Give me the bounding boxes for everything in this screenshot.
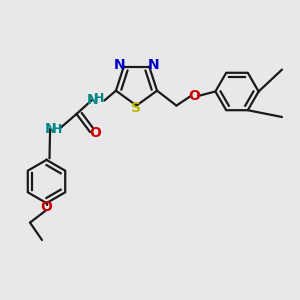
Text: N: N	[148, 58, 160, 72]
Text: H: H	[52, 122, 62, 136]
Text: O: O	[89, 127, 101, 140]
Text: N: N	[113, 58, 125, 72]
Text: O: O	[188, 89, 200, 103]
Text: O: O	[40, 200, 52, 214]
Text: N: N	[87, 93, 98, 106]
Text: H: H	[94, 92, 104, 106]
Text: S: S	[131, 101, 142, 115]
Text: N: N	[44, 122, 56, 136]
